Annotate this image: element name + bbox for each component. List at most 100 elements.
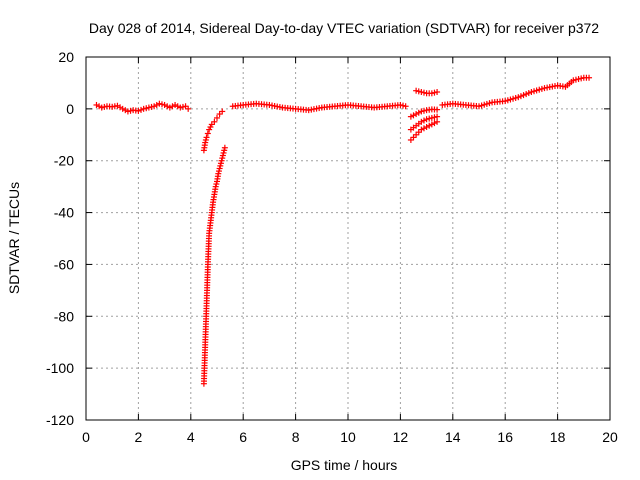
data-point <box>428 121 435 128</box>
data-point <box>434 118 441 125</box>
trace-marker <box>525 90 532 97</box>
trace-marker <box>481 101 488 108</box>
data-point <box>418 118 425 125</box>
trace-marker <box>431 120 438 127</box>
trace-marker <box>520 92 527 99</box>
data-point <box>423 116 430 123</box>
y-axis-label: SDTVAR / TECUs <box>6 182 22 294</box>
data-point <box>407 113 414 120</box>
trace-marker <box>510 95 517 102</box>
trace-marker <box>483 100 490 107</box>
data-point <box>119 105 126 112</box>
trace-marker <box>143 105 150 112</box>
trace-marker <box>578 75 585 82</box>
y-tick-labels: 20 0 -20 -40 -60 -80 -100 -120 <box>46 49 74 428</box>
trace-marker <box>122 107 129 114</box>
data-point <box>214 114 220 121</box>
data-point <box>502 98 509 105</box>
trace-marker <box>169 103 176 110</box>
trace-marker <box>420 125 427 132</box>
y-tick-label: -60 <box>54 256 74 272</box>
trace-marker <box>538 85 545 92</box>
data-point <box>172 101 179 108</box>
data-point <box>166 104 173 111</box>
trace-marker <box>575 76 582 83</box>
x-tick-label: 8 <box>292 429 300 445</box>
data-point <box>151 103 158 110</box>
axis-ticks <box>85 56 611 421</box>
trace-marker <box>517 93 524 100</box>
data-point <box>423 124 430 131</box>
trace-marker <box>164 103 171 110</box>
y-tick-label: -80 <box>54 308 74 324</box>
trace-marker <box>533 87 540 94</box>
data-point <box>413 87 420 94</box>
trace-marker <box>148 103 155 110</box>
data-point <box>135 107 142 114</box>
x-tick-labels: 0 2 4 6 8 10 12 14 16 18 20 <box>82 429 618 445</box>
trace-marker <box>127 107 134 114</box>
data-point <box>93 101 100 108</box>
trace-marker <box>426 115 433 122</box>
trace-marker <box>523 91 530 98</box>
y-tick-label: -20 <box>54 153 74 169</box>
trace-marker <box>174 103 181 110</box>
trace-marker <box>96 103 103 110</box>
trace-marker <box>420 117 427 124</box>
data-point <box>219 108 226 115</box>
data-point <box>140 105 147 112</box>
data-point <box>428 114 435 121</box>
data-point <box>413 111 420 118</box>
data-point <box>185 105 192 112</box>
trace-marker <box>504 97 511 104</box>
trace-marker <box>426 122 433 129</box>
grid <box>86 57 610 420</box>
x-tick-label: 6 <box>239 429 247 445</box>
x-tick-label: 14 <box>445 429 461 445</box>
y-tick-label: -120 <box>46 412 74 428</box>
trace-marker <box>101 103 108 110</box>
trace-marker <box>420 107 427 114</box>
trace-marker <box>153 101 160 108</box>
data-point <box>156 100 163 107</box>
data-point <box>203 134 210 141</box>
trace-marker <box>415 109 422 116</box>
y-tick-label: 20 <box>58 49 74 65</box>
y-tick-label: -40 <box>54 205 74 221</box>
x-tick-label: 20 <box>602 429 618 445</box>
data-point <box>418 89 425 96</box>
x-tick-label: 12 <box>393 429 409 445</box>
trace-marker <box>431 114 438 121</box>
data-point <box>98 104 105 111</box>
x-axis-label: GPS time / hours <box>291 457 398 473</box>
data-point <box>177 104 184 111</box>
trace-marker <box>478 102 485 109</box>
trace-marker <box>536 86 543 93</box>
trace-marker <box>138 106 145 113</box>
trace-marker <box>431 89 438 96</box>
data-points <box>93 74 593 387</box>
trace-marker <box>158 101 165 108</box>
trace-marker <box>507 96 514 103</box>
trace-marker <box>415 88 422 95</box>
trace-marker <box>486 100 493 107</box>
trace-marker <box>410 112 417 119</box>
trace-marker <box>531 88 538 95</box>
data-point <box>476 103 482 110</box>
x-tick-label: 2 <box>135 429 143 445</box>
data-point <box>515 94 522 101</box>
x-tick-label: 4 <box>187 429 195 445</box>
data-point <box>570 77 577 84</box>
trace-marker <box>179 103 186 110</box>
y-tick-label: 0 <box>66 101 74 117</box>
x-tick-label: 10 <box>340 429 356 445</box>
data-point <box>204 130 211 137</box>
data-point <box>402 103 409 110</box>
data-point <box>124 108 131 115</box>
data-point <box>434 106 441 113</box>
data-point <box>397 101 404 108</box>
data-point <box>434 113 441 120</box>
trace-marker <box>572 76 579 83</box>
trace-marker <box>420 89 427 96</box>
